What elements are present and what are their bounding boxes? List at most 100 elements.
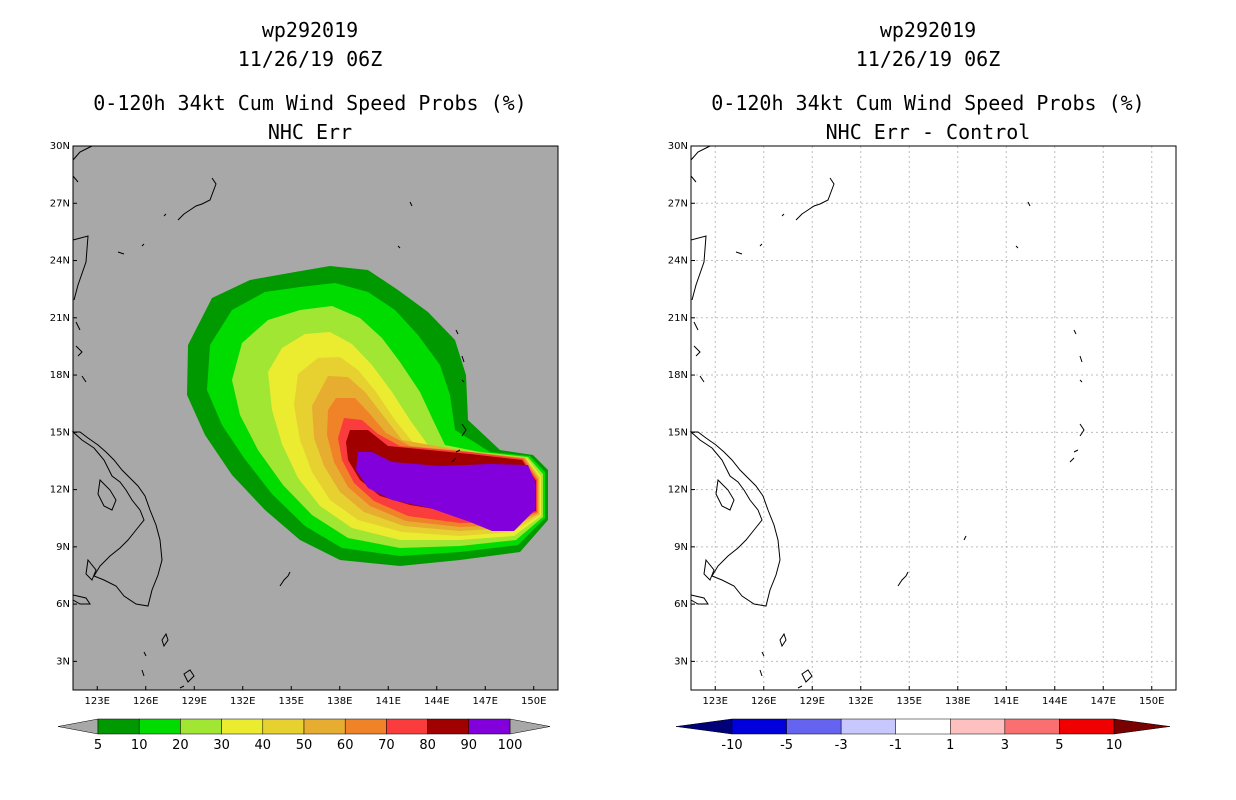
- right-map-frame: [690, 145, 1177, 691]
- colorbar-label: -5: [780, 738, 793, 753]
- colorbar-swatch: [138, 718, 181, 735]
- x-tick-label: 150E: [521, 696, 546, 707]
- coast-palawan: [75, 321, 87, 383]
- y-tick-label: 18N: [668, 370, 688, 381]
- y-tick-label: 3N: [674, 656, 688, 667]
- coast-central-philippines: [71, 431, 163, 607]
- coast-small-isles-2: [279, 571, 291, 587]
- coast-palawan-r: [693, 321, 705, 383]
- x-tick-label: 147E: [1091, 696, 1116, 707]
- coast-small-isles-1-r: [735, 213, 785, 255]
- coast-taiwan: [72, 145, 93, 183]
- colorbar-label: 3: [1001, 738, 1009, 753]
- colorbar-extend-low: [675, 718, 733, 735]
- colorbar-swatch: [97, 718, 140, 735]
- colorbar-label: 20: [172, 738, 189, 753]
- colorbar-swatch: [221, 718, 264, 735]
- left-coastlines: [71, 145, 467, 689]
- y-tick-label: 6N: [674, 599, 688, 610]
- colorbar-swatch: [1004, 718, 1060, 735]
- probability-contours: [187, 266, 548, 566]
- colorbar-swatch: [731, 718, 787, 735]
- colorbar-label: 5: [1055, 738, 1063, 753]
- right-title-line-1: wp292019: [880, 18, 976, 42]
- colorbar-label: 80: [419, 738, 436, 753]
- x-tick-label: 129E: [182, 696, 207, 707]
- left-colorbar: 5 10 20 30 40 50 60 70 80 90 100: [57, 718, 551, 753]
- coast-small-isles-3: [161, 632, 195, 689]
- y-tick-label: 12N: [668, 485, 688, 496]
- coast-mindanao-tip: [72, 594, 91, 605]
- right-map-background: [691, 146, 1176, 690]
- colorbar-swatch: [786, 718, 842, 735]
- x-tick-label: 138E: [945, 696, 970, 707]
- coast-marianas-r: [1069, 329, 1085, 463]
- colorbar-label: -3: [835, 738, 848, 753]
- coast-small-isles-4-r: [759, 201, 1031, 677]
- y-tick-label: 3N: [56, 656, 70, 667]
- colorbar-swatch: [386, 718, 428, 735]
- y-tick-label: 15N: [668, 427, 688, 438]
- colorbar-label: 50: [296, 738, 313, 753]
- left-map-panel: 123E 126E 129E 132E 135E 138E 141E 144E 147E 150E…: [50, 141, 559, 707]
- colorbar-swatch: [180, 718, 222, 735]
- y-tick-label: 24N: [50, 256, 70, 267]
- right-axes: 123E 126E 129E 132E 135E 138E 141E 144E 147E 150E…: [668, 141, 1165, 707]
- x-tick-label: 126E: [133, 696, 158, 707]
- left-axes: 123E 126E 129E 132E 135E 138E 141E 144E 147E 150E…: [50, 141, 547, 707]
- x-tick-label: 129E: [800, 696, 825, 707]
- coast-islands-a-r: [715, 478, 735, 511]
- left-map-frame: [72, 145, 559, 691]
- colorbar-label: 10: [131, 738, 148, 753]
- x-tick-label: 144E: [424, 696, 449, 707]
- x-tick-label: 141E: [376, 696, 401, 707]
- contour-90: [356, 452, 535, 531]
- left-title-line-2: 11/26/19 06Z: [238, 47, 383, 71]
- colorbar-label: 1: [946, 738, 954, 753]
- colorbar-label: 40: [255, 738, 272, 753]
- coast-small-isles-3-r: [779, 632, 813, 689]
- coast-ryukyu-r: [795, 177, 835, 221]
- colorbar-label: 60: [337, 738, 354, 753]
- y-tick-label: 27N: [668, 198, 688, 209]
- y-tick-label: 27N: [50, 198, 70, 209]
- x-tick-label: 135E: [897, 696, 922, 707]
- y-tick-label: 21N: [668, 313, 688, 324]
- x-tick-label: 132E: [848, 696, 873, 707]
- y-tick-label: 24N: [668, 256, 688, 267]
- coast-small-isles-1: [117, 213, 167, 255]
- colorbar-extend-high: [509, 718, 551, 735]
- x-tick-label: 132E: [230, 696, 255, 707]
- left-title-line-1: wp292019: [262, 18, 358, 42]
- y-tick-label: 21N: [50, 313, 70, 324]
- coast-islands-b: [85, 558, 97, 581]
- left-title-line-3: 0-120h 34kt Cum Wind Speed Probs (%): [93, 91, 526, 115]
- right-map-grid: [691, 145, 1176, 690]
- x-tick-label: 126E: [751, 696, 776, 707]
- coast-marianas: [451, 329, 467, 463]
- right-title-line-2: 11/26/19 06Z: [856, 47, 1001, 71]
- colorbar-label: -10: [721, 738, 742, 753]
- coast-small-isles-2-r: [897, 571, 909, 587]
- coast-luzon: [72, 235, 89, 301]
- colorbar-swatch: [344, 718, 387, 735]
- colorbar-label: 10: [1106, 738, 1123, 753]
- x-tick-label: 144E: [1042, 696, 1067, 707]
- colorbar-swatch: [468, 718, 511, 735]
- colorbar-label: 90: [461, 738, 478, 753]
- right-map-panel: 123E 126E 129E 132E 135E 138E 141E 144E 147E 150E…: [668, 141, 1177, 707]
- x-tick-label: 123E: [703, 696, 728, 707]
- colorbar-swatch: [840, 718, 896, 735]
- colorbar-swatch: [262, 718, 305, 735]
- right-coastlines: [689, 145, 1085, 689]
- colorbar-extend-high: [1113, 718, 1171, 735]
- y-tick-label: 6N: [56, 599, 70, 610]
- x-tick-label: 135E: [279, 696, 304, 707]
- y-tick-label: 30N: [50, 141, 70, 152]
- left-title-line-4: NHC Err: [268, 120, 352, 144]
- coast-luzon-r: [690, 235, 707, 301]
- y-tick-label: 30N: [668, 141, 688, 152]
- y-tick-label: 15N: [50, 427, 70, 438]
- x-tick-label: 147E: [473, 696, 498, 707]
